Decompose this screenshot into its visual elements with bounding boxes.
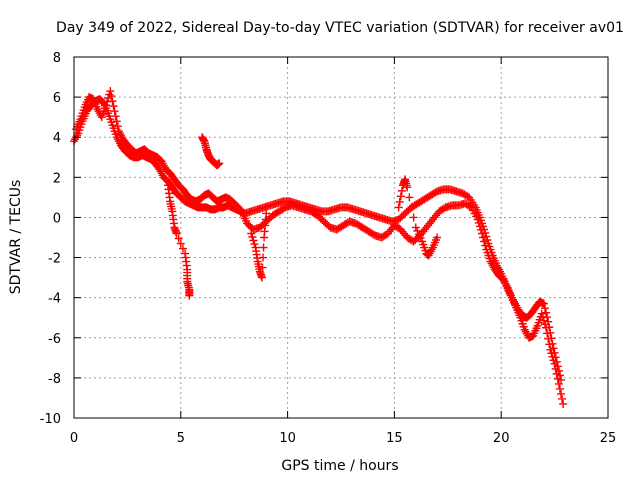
y-axis: -10 -8 -6 -4 -2 0 2 4 6 8 bbox=[40, 51, 608, 427]
data-point bbox=[395, 197, 404, 206]
data-point bbox=[553, 374, 562, 383]
y-tick-label: -8 bbox=[48, 372, 61, 387]
data-point bbox=[547, 349, 556, 358]
data-point bbox=[397, 186, 406, 195]
data-point bbox=[548, 352, 557, 361]
data-point bbox=[394, 203, 403, 212]
data-point bbox=[106, 87, 115, 96]
data-point bbox=[259, 253, 268, 262]
x-axis-label: GPS time / hours bbox=[281, 458, 398, 474]
data-point bbox=[557, 389, 566, 398]
data-point bbox=[550, 359, 559, 368]
data-points bbox=[70, 87, 568, 408]
data-point bbox=[537, 309, 546, 318]
data-point bbox=[185, 291, 194, 300]
data-point bbox=[249, 236, 258, 245]
data-point bbox=[479, 233, 488, 242]
x-tick-label: 5 bbox=[177, 431, 185, 446]
data-point bbox=[538, 313, 547, 322]
data-point bbox=[178, 244, 187, 253]
data-point bbox=[250, 240, 259, 249]
data-point bbox=[405, 193, 414, 202]
data-point bbox=[555, 384, 564, 393]
data-point bbox=[396, 192, 405, 201]
plot-frame bbox=[73, 56, 609, 419]
data-point bbox=[107, 92, 116, 101]
data-point bbox=[258, 263, 267, 272]
data-point bbox=[465, 202, 474, 211]
data-point bbox=[546, 345, 555, 354]
data-point bbox=[481, 241, 490, 250]
data-point bbox=[174, 234, 183, 243]
data-point bbox=[551, 364, 560, 373]
data-point bbox=[554, 379, 563, 388]
data-point bbox=[259, 243, 268, 252]
data-point bbox=[480, 237, 489, 246]
data-point bbox=[543, 329, 552, 338]
grid-lines bbox=[74, 57, 608, 418]
x-axis: 0 5 10 15 20 25 bbox=[70, 57, 616, 446]
data-point bbox=[540, 304, 549, 313]
data-point bbox=[540, 320, 549, 329]
data-point bbox=[176, 239, 185, 248]
y-tick-label: -10 bbox=[40, 412, 61, 427]
data-point bbox=[237, 207, 246, 216]
y-tick-label: 2 bbox=[53, 171, 61, 186]
x-tick-label: 15 bbox=[386, 431, 403, 446]
x-tick-label: 25 bbox=[600, 431, 617, 446]
y-tick-label: 0 bbox=[53, 211, 61, 226]
data-point bbox=[102, 101, 111, 110]
y-tick-label: 4 bbox=[53, 131, 61, 146]
data-point bbox=[416, 234, 425, 243]
y-tick-label: 6 bbox=[53, 91, 61, 106]
data-point bbox=[414, 230, 423, 239]
data-point bbox=[539, 316, 548, 325]
data-point bbox=[433, 233, 442, 242]
data-point bbox=[552, 369, 561, 378]
data-point bbox=[545, 340, 554, 349]
data-point bbox=[407, 203, 416, 212]
data-point bbox=[409, 213, 418, 222]
y-tick-label: -2 bbox=[48, 252, 61, 267]
data-point bbox=[215, 159, 224, 168]
data-point bbox=[113, 122, 122, 131]
x-tick-label: 20 bbox=[493, 431, 510, 446]
data-point bbox=[474, 218, 483, 227]
data-point bbox=[559, 399, 568, 408]
data-point bbox=[411, 223, 420, 232]
data-point bbox=[539, 299, 548, 308]
data-point bbox=[109, 102, 118, 111]
data-point bbox=[413, 226, 422, 235]
y-tick-label: -4 bbox=[48, 292, 61, 307]
data-point bbox=[172, 229, 181, 238]
data-point bbox=[542, 308, 551, 317]
y-axis-label: SDTVAR / TECUs bbox=[8, 180, 24, 295]
data-point bbox=[558, 394, 567, 403]
data-point bbox=[262, 209, 271, 218]
data-point bbox=[473, 215, 482, 224]
data-point bbox=[544, 334, 553, 343]
data-point bbox=[108, 97, 117, 106]
data-point bbox=[257, 273, 266, 282]
data-point bbox=[476, 225, 485, 234]
y-tick-label: -6 bbox=[48, 332, 61, 347]
x-tick-label: 10 bbox=[279, 431, 296, 446]
y-tick-label: 8 bbox=[53, 51, 61, 66]
data-point bbox=[111, 112, 120, 121]
data-point bbox=[110, 107, 119, 116]
data-point bbox=[549, 356, 558, 365]
data-point bbox=[542, 323, 551, 332]
data-point bbox=[477, 229, 486, 238]
data-point bbox=[112, 117, 121, 126]
data-point bbox=[403, 183, 412, 192]
data-point bbox=[247, 229, 256, 238]
x-tick-label: 0 bbox=[70, 431, 78, 446]
chart-title: Day 349 of 2022, Sidereal Day-to-day VTE… bbox=[56, 20, 624, 36]
data-point bbox=[248, 232, 257, 241]
data-point bbox=[475, 222, 484, 231]
